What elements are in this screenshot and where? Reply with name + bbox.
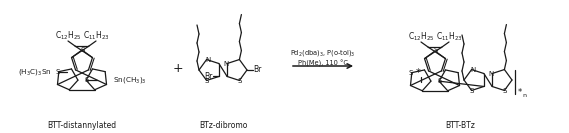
Text: S: S [434,47,438,53]
Text: n: n [522,93,526,98]
Text: BTT-distannylated: BTT-distannylated [47,122,117,130]
Text: Pd$_2$(dba)$_3$, P(o-tol)$_3$: Pd$_2$(dba)$_3$, P(o-tol)$_3$ [290,48,356,58]
Text: N: N [224,61,229,66]
Text: BTT-BTz: BTT-BTz [445,122,475,130]
Text: S: S [85,77,89,83]
Text: S: S [204,78,209,84]
Text: Ph(Me), 110 °C: Ph(Me), 110 °C [298,59,348,67]
Text: +: + [172,61,183,74]
Text: S: S [409,70,413,76]
Text: (H$_3$C)$_3$Sn: (H$_3$C)$_3$Sn [18,67,51,77]
Text: BTz-dibromo: BTz-dibromo [199,122,247,130]
Text: Br: Br [253,65,261,74]
Text: Br: Br [205,72,213,81]
Text: S: S [81,47,85,53]
Text: S: S [438,78,442,84]
Text: C$_{12}$H$_{25}$: C$_{12}$H$_{25}$ [408,31,434,43]
Text: N: N [470,66,475,72]
Text: *: * [518,88,522,97]
Text: N: N [488,70,494,76]
Text: C$_{11}$H$_{23}$: C$_{11}$H$_{23}$ [436,31,463,43]
Text: S: S [469,88,474,94]
Text: C$_{12}$H$_{25}$: C$_{12}$H$_{25}$ [55,30,81,42]
Text: S: S [56,69,60,75]
Text: N: N [205,57,210,63]
Text: S: S [502,88,506,94]
Text: C$_{11}$H$_{23}$: C$_{11}$H$_{23}$ [83,30,109,42]
Text: *: * [416,68,421,78]
Text: Sn(CH$_3$)$_3$: Sn(CH$_3$)$_3$ [113,75,146,85]
Text: S: S [237,78,242,84]
